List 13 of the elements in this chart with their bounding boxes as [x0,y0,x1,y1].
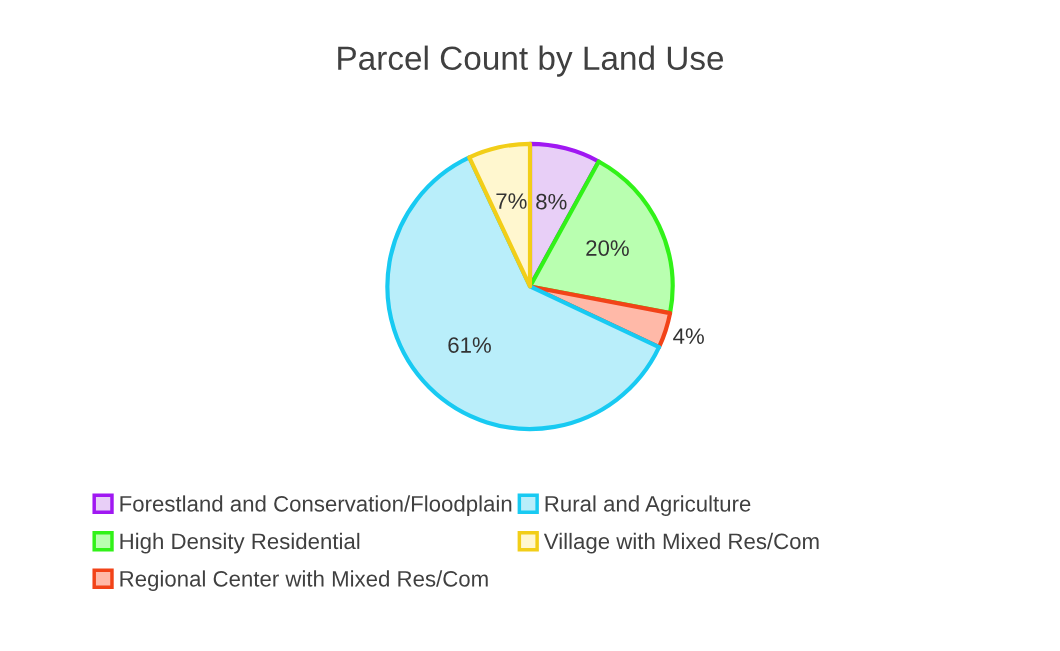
data-label: 61% [448,337,491,353]
data-label: 8% [536,193,567,210]
pie-slice [385,155,662,432]
data-label: 4% [673,328,704,344]
legend-label: Village with Mixed Res/Com [543,532,819,554]
legend-label: High Density Residential [120,532,360,554]
pie-slice [467,141,533,289]
data-label: 20% [586,240,629,256]
legend-label: Rural and Agriculture [545,495,751,517]
data-label: 7% [496,193,527,209]
legend-label: Forestland and Conservation/Floodplain [120,495,512,517]
chart-title: Parcel Count by Land Use [338,45,724,77]
legend-label: Regional Center with Mixed Res/Com [120,570,488,592]
